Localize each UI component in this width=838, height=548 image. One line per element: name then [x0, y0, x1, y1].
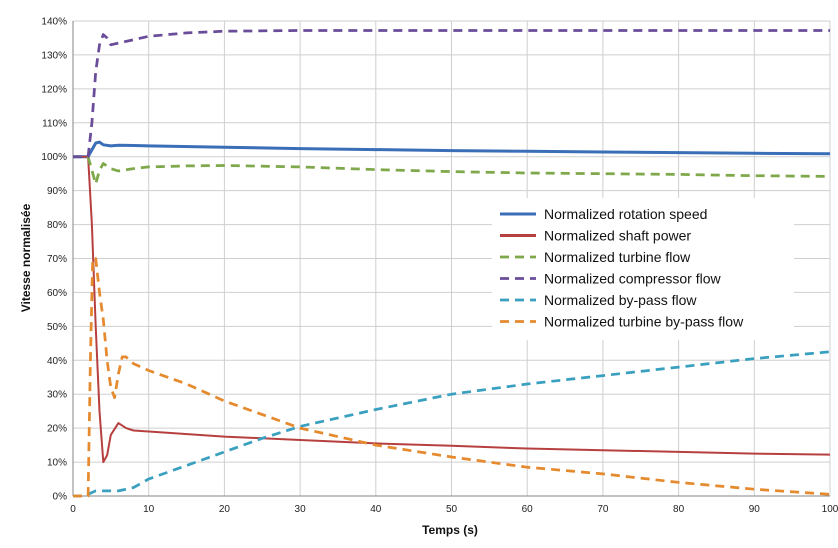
x-tick-label: 10 [143, 504, 155, 515]
legend-label-1: Normalized rotation speed [544, 206, 707, 222]
x-tick-label: 0 [70, 504, 76, 515]
y-axis-title: Vitesse normalisée [19, 203, 33, 312]
x-axis-title: Temps (s) [422, 523, 478, 537]
series-line-6 [73, 257, 831, 498]
x-tick-label: 60 [522, 504, 534, 515]
series-lines [73, 29, 831, 498]
legend-label-4: Normalized compressor flow [544, 271, 721, 287]
x-tick-label: 30 [295, 504, 307, 515]
y-tick-label: 20% [47, 424, 67, 435]
y-tick-label: 140% [41, 17, 67, 28]
y-tick-label: 60% [47, 288, 67, 299]
y-tick-label: 110% [42, 118, 67, 129]
legend-label-3: Normalized turbine flow [544, 249, 691, 265]
axes: 0% 10% 20% 30% 40% 50% 60% 70% 80% 90% 100% 110% 120… [41, 17, 838, 516]
x-tick-label: 100 [822, 504, 838, 515]
y-tick-label: 120% [41, 84, 67, 95]
x-tick-label: 50 [446, 504, 458, 515]
y-tick-label: 80% [47, 220, 67, 231]
y-tick-label: 30% [47, 390, 67, 401]
series-line-1 [73, 140, 831, 159]
series-line-5 [73, 350, 831, 498]
x-tick-label: 20 [219, 504, 231, 515]
y-tick-label: 130% [41, 50, 67, 61]
legend: Normalized rotation speed Normalized shaf… [492, 198, 794, 340]
y-tick-label: 10% [47, 458, 67, 469]
y-tick-label: 0% [53, 492, 68, 503]
legend-label-6: Normalized turbine by-pass flow [544, 314, 744, 330]
legend-label-2: Normalized shaft power [544, 228, 691, 244]
x-tick-label: 90 [749, 504, 761, 515]
x-tick-label: 40 [370, 504, 382, 515]
y-tick-label: 100% [41, 152, 67, 163]
series-line-2 [73, 155, 831, 464]
x-tick-label: 80 [673, 504, 685, 515]
x-tick-label: 70 [597, 504, 609, 515]
y-tick-label: 70% [47, 254, 67, 265]
y-tick-label: 90% [47, 186, 67, 197]
legend-label-5: Normalized by-pass flow [544, 292, 697, 308]
series-line-3 [73, 155, 831, 186]
legend-box [492, 198, 794, 340]
series-line-4 [73, 29, 830, 159]
y-tick-label: 40% [47, 356, 67, 367]
y-tick-label: 50% [47, 322, 67, 333]
